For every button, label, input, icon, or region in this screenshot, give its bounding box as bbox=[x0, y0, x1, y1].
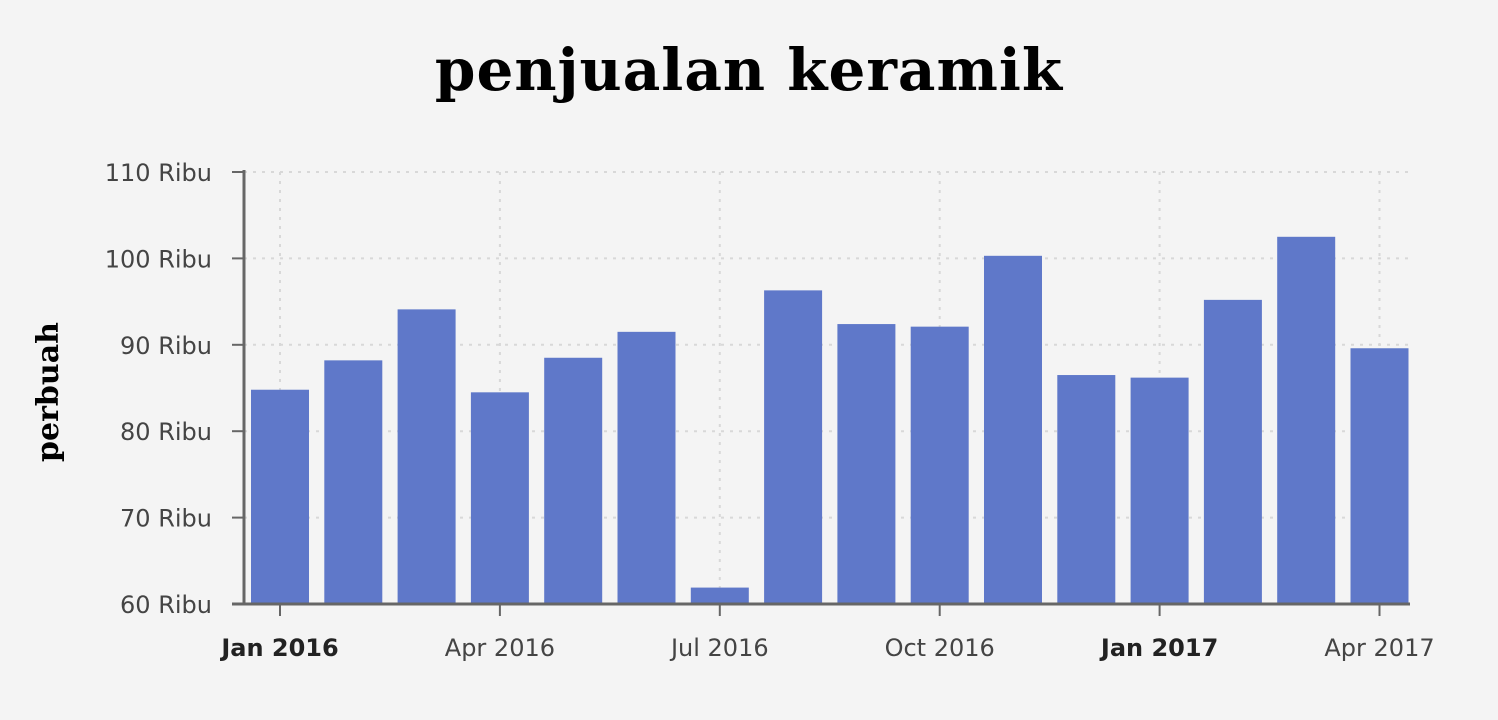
bar[interactable] bbox=[984, 255, 1042, 605]
bar[interactable] bbox=[1130, 377, 1189, 604]
chart-title: penjualan keramik bbox=[434, 36, 1064, 104]
bar[interactable] bbox=[1203, 299, 1262, 604]
x-tick-label: Apr 2017 bbox=[1324, 634, 1434, 662]
y-tick-label: 60 Ribu bbox=[120, 591, 212, 619]
bar[interactable] bbox=[1277, 236, 1336, 605]
tick-labels: 60 Ribu 70 Ribu 80 Ribu 90 Ribu 100 Ribu 110 … bbox=[105, 159, 1435, 662]
bar[interactable] bbox=[324, 360, 383, 604]
x-tick-label: Jan 2016 bbox=[219, 634, 338, 662]
bar[interactable] bbox=[251, 389, 309, 604]
bars bbox=[251, 236, 1409, 605]
y-tick-label: 90 Ribu bbox=[120, 332, 212, 360]
x-tick-label: Apr 2016 bbox=[445, 634, 555, 662]
y-tick-label: 70 Ribu bbox=[120, 505, 212, 533]
bar[interactable] bbox=[910, 326, 969, 604]
y-tick-label: 80 Ribu bbox=[120, 418, 212, 446]
bar[interactable] bbox=[837, 324, 896, 604]
bar[interactable] bbox=[397, 309, 456, 604]
y-axis-label: perbuah bbox=[31, 322, 66, 462]
bar[interactable] bbox=[617, 331, 676, 604]
bar[interactable] bbox=[690, 587, 749, 604]
x-tick-label: Jul 2016 bbox=[669, 634, 769, 662]
bar[interactable] bbox=[1350, 348, 1409, 604]
bar[interactable] bbox=[1057, 375, 1116, 604]
y-tick-label: 110 Ribu bbox=[105, 159, 212, 187]
bar[interactable] bbox=[544, 357, 603, 604]
y-tick-label: 100 Ribu bbox=[105, 245, 212, 273]
x-tick-label: Jan 2017 bbox=[1099, 634, 1218, 662]
axes bbox=[232, 170, 1410, 616]
x-tick-label: Oct 2016 bbox=[885, 634, 995, 662]
bar[interactable] bbox=[470, 392, 529, 604]
bar[interactable] bbox=[764, 290, 823, 604]
